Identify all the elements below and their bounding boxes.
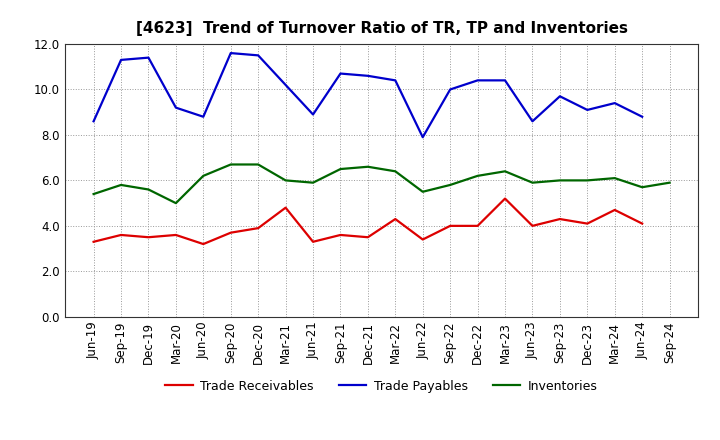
Inventories <box>473 173 482 179</box>
Trade Receivables <box>309 239 318 244</box>
Trade Payables <box>117 57 125 62</box>
Inventories <box>391 169 400 174</box>
Inventories <box>364 164 372 169</box>
Trade Receivables <box>473 223 482 228</box>
Trade Receivables <box>89 239 98 244</box>
Line: Trade Receivables: Trade Receivables <box>94 198 642 244</box>
Inventories <box>199 173 207 179</box>
Trade Receivables <box>144 235 153 240</box>
Inventories <box>144 187 153 192</box>
Trade Receivables <box>583 221 592 226</box>
Line: Inventories: Inventories <box>94 165 670 203</box>
Inventories <box>500 169 509 174</box>
Inventories <box>171 201 180 206</box>
Trade Payables <box>144 55 153 60</box>
Inventories <box>226 162 235 167</box>
Trade Payables <box>336 71 345 76</box>
Inventories <box>665 180 674 185</box>
Trade Payables <box>583 107 592 113</box>
Trade Receivables <box>226 230 235 235</box>
Trade Receivables <box>282 205 290 210</box>
Inventories <box>254 162 263 167</box>
Inventories <box>309 180 318 185</box>
Trade Receivables <box>638 221 647 226</box>
Trade Receivables <box>171 232 180 238</box>
Inventories <box>638 185 647 190</box>
Trade Receivables <box>418 237 427 242</box>
Trade Receivables <box>199 242 207 247</box>
Legend: Trade Receivables, Trade Payables, Inventories: Trade Receivables, Trade Payables, Inven… <box>161 375 603 398</box>
Trade Receivables <box>556 216 564 222</box>
Inventories <box>611 176 619 181</box>
Trade Payables <box>226 51 235 56</box>
Trade Receivables <box>254 225 263 231</box>
Trade Receivables <box>117 232 125 238</box>
Trade Payables <box>446 87 454 92</box>
Trade Payables <box>500 78 509 83</box>
Trade Payables <box>89 119 98 124</box>
Trade Payables <box>473 78 482 83</box>
Trade Receivables <box>336 232 345 238</box>
Trade Receivables <box>446 223 454 228</box>
Inventories <box>117 182 125 187</box>
Trade Receivables <box>528 223 537 228</box>
Inventories <box>583 178 592 183</box>
Title: [4623]  Trend of Turnover Ratio of TR, TP and Inventories: [4623] Trend of Turnover Ratio of TR, TP… <box>135 21 628 36</box>
Trade Payables <box>171 105 180 110</box>
Trade Payables <box>611 100 619 106</box>
Trade Payables <box>254 53 263 58</box>
Inventories <box>556 178 564 183</box>
Trade Payables <box>391 78 400 83</box>
Trade Payables <box>556 94 564 99</box>
Trade Receivables <box>611 207 619 213</box>
Inventories <box>528 180 537 185</box>
Trade Receivables <box>500 196 509 201</box>
Trade Payables <box>199 114 207 119</box>
Inventories <box>89 191 98 197</box>
Trade Receivables <box>364 235 372 240</box>
Inventories <box>446 182 454 187</box>
Trade Receivables <box>391 216 400 222</box>
Trade Payables <box>638 114 647 119</box>
Inventories <box>418 189 427 194</box>
Inventories <box>336 166 345 172</box>
Trade Payables <box>418 135 427 140</box>
Inventories <box>282 178 290 183</box>
Trade Payables <box>528 119 537 124</box>
Line: Trade Payables: Trade Payables <box>94 53 642 137</box>
Trade Payables <box>282 82 290 88</box>
Trade Payables <box>364 73 372 78</box>
Trade Payables <box>309 112 318 117</box>
